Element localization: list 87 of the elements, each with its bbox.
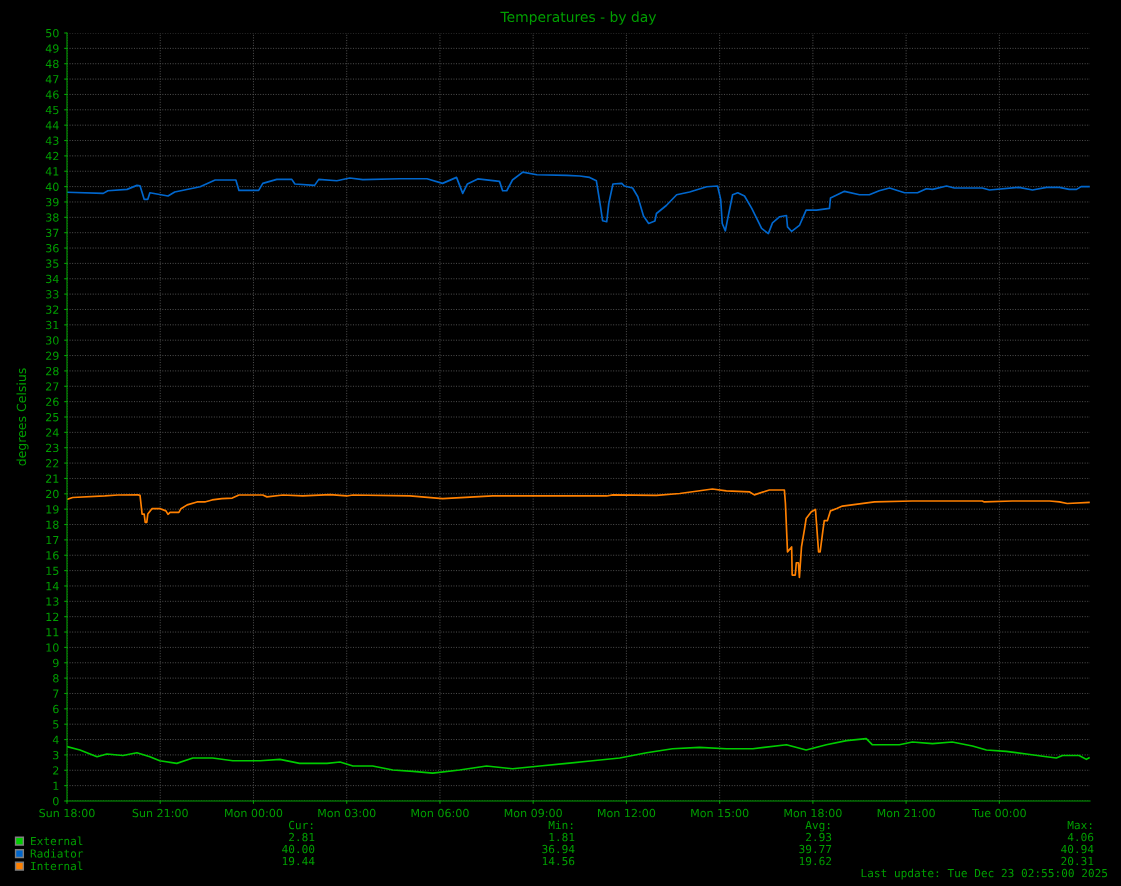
y-tick-label: 49 — [45, 44, 59, 53]
y-tick-label: 18 — [46, 520, 59, 529]
x-tick-label: Mon 15:00 — [691, 808, 749, 818]
line-series — [67, 737, 1090, 775]
y-tick-label: 5 — [53, 720, 59, 729]
text: 2.93 — [806, 832, 832, 842]
y-tick-label: 16 — [46, 551, 59, 560]
y-tick-label: 26 — [46, 397, 59, 407]
y-tick-label: 28 — [46, 366, 59, 376]
y-tick-label: 48 — [45, 59, 59, 69]
y-tick-label: 1 — [53, 781, 59, 790]
y-tick-label: 25 — [46, 412, 59, 422]
x-tick-label: Tue 00:00 — [972, 808, 1026, 818]
y-axis-title: degrees Celsius — [16, 368, 29, 466]
x-tick-label: Mon 12:00 — [598, 808, 656, 818]
y-tick-label: 3 — [53, 750, 59, 760]
text: Avg: — [805, 820, 830, 832]
x-tick-label: Mon 09:00 — [504, 808, 562, 818]
y-tick-label: 9 — [52, 658, 59, 668]
y-tick-label: 38 — [46, 213, 59, 222]
y-tick-label: 4 — [52, 735, 59, 744]
line-series — [67, 171, 1090, 235]
x-tick-label: Sun 21:00 — [132, 808, 188, 818]
y-tick-label: 24 — [46, 428, 59, 437]
y-tick-label: 11 — [46, 628, 59, 637]
y-tick-label: 19 — [46, 505, 59, 514]
y-tick-label: 34 — [46, 274, 59, 284]
x-tick-label: Mon 03:00 — [318, 808, 376, 818]
text: 1.81 — [549, 832, 575, 842]
text: 39.77 — [799, 844, 832, 854]
x-tick-label: Mon 06:00 — [411, 808, 469, 818]
y-tick-label: 32 — [46, 305, 59, 314]
y-tick-label: 40 — [45, 182, 59, 191]
y-tick-label: 31 — [46, 320, 59, 330]
y-tick-label: 35 — [46, 259, 59, 268]
legend-label: Internal — [31, 861, 83, 871]
y-tick-label: 2 — [53, 766, 59, 775]
text: Cur: — [289, 820, 313, 830]
y-tick-label: 20 — [46, 489, 59, 499]
y-tick-label: 23 — [46, 443, 59, 453]
text: 14.56 — [542, 856, 575, 866]
y-tick-label: 45 — [45, 105, 59, 115]
text: 4.06 — [1067, 832, 1094, 842]
y-tick-label: 37 — [46, 228, 59, 238]
y-tick-label: 10 — [46, 643, 59, 652]
text: 40.00 — [282, 844, 315, 854]
y-tick-label: 15 — [46, 566, 59, 575]
text: Min: — [548, 820, 573, 830]
y-tick-label: 8 — [53, 674, 59, 683]
line-series — [67, 488, 1090, 579]
y-tick-label: 12 — [46, 612, 59, 621]
text: 19.44 — [282, 856, 315, 866]
x-tick-label: Mon 00:00 — [225, 808, 283, 818]
text: 20.31 — [1061, 856, 1094, 866]
text: 36.94 — [542, 844, 575, 854]
y-tick-label: 22 — [46, 459, 59, 468]
y-tick-label: 50 — [46, 28, 59, 38]
text: 40.94 — [1061, 844, 1094, 854]
y-tick-label: 6 — [53, 704, 59, 714]
y-tick-label: 47 — [45, 75, 59, 84]
x-tick-label: Sun 18:00 — [39, 808, 95, 818]
legend-label: External — [31, 836, 83, 846]
y-tick-label: 17 — [46, 536, 59, 545]
text: Max: — [1067, 820, 1092, 830]
text: Last update: Tue Dec 23 02:55:00 2025 — [861, 868, 1108, 880]
y-tick-label: 27 — [46, 382, 59, 391]
y-tick-label: 43 — [45, 136, 59, 145]
text: 19.62 — [799, 856, 832, 866]
y-tick-label: 41 — [45, 167, 59, 176]
y-tick-label: 42 — [45, 151, 59, 161]
x-tick-label: Mon 21:00 — [877, 808, 935, 818]
y-tick-label: 44 — [45, 121, 59, 130]
y-tick-label: 0 — [53, 796, 59, 806]
text: 2.81 — [289, 832, 315, 842]
y-tick-label: 14 — [46, 582, 59, 591]
y-tick-label: 39 — [46, 197, 59, 207]
y-tick-label: 13 — [46, 597, 59, 606]
y-tick-label: 36 — [46, 244, 59, 253]
y-tick-label: 7 — [53, 689, 59, 698]
y-tick-label: 29 — [46, 351, 59, 360]
y-tick-label: 46 — [45, 90, 59, 99]
chart-title: Temperatures - by day — [500, 11, 657, 25]
x-tick-label: Mon 18:00 — [784, 808, 842, 818]
legend-label: Radiator — [30, 849, 84, 858]
y-tick-label: 30 — [46, 336, 59, 345]
y-tick-label: 21 — [46, 474, 59, 483]
y-tick-label: 33 — [46, 290, 59, 299]
